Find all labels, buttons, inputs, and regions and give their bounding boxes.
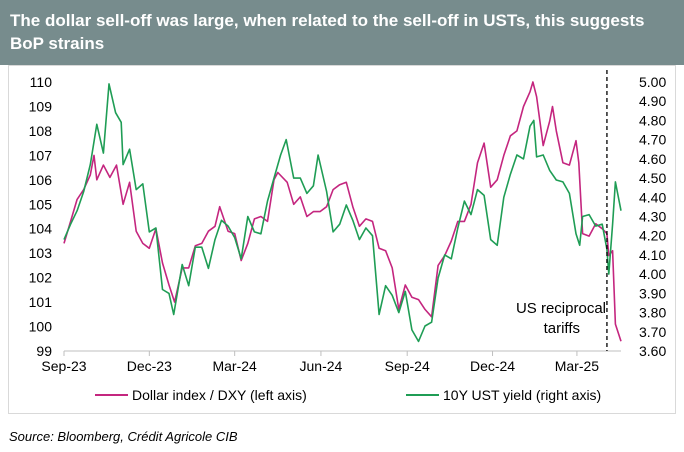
right-tick-label: 4.50: [639, 170, 666, 186]
source-note: Source: Bloomberg, Crédit Agricole CIB: [9, 429, 238, 444]
left-tick-label: 109: [29, 98, 53, 114]
x-tick-label: Mar-25: [555, 358, 600, 374]
left-tick-label: 106: [29, 172, 53, 188]
right-tick-label: 4.30: [639, 209, 666, 225]
x-axis: Sep-23 Dec-23 Mar-24 Jun-24 Sep-24 Dec-24 Mar-…: [41, 351, 599, 374]
legend-dxy-label: Dollar index / DXY (left axis): [132, 387, 307, 403]
right-tick-label: 3.80: [639, 305, 666, 321]
chart-title: The dollar sell-off was large, when rela…: [0, 0, 684, 65]
left-tick-label: 103: [29, 245, 53, 261]
annotation-line-1: US reciprocal: [516, 300, 606, 317]
x-tick-label: Jun-24: [300, 358, 343, 374]
right-axis: 3.60 3.70 3.80 3.90 4.00 4.10 4.20 4.30 4.40 4.50…: [639, 74, 666, 359]
series-layer: [63, 81, 622, 343]
right-tick-label: 3.70: [639, 324, 666, 340]
left-tick-label: 100: [29, 319, 53, 335]
right-tick-label: 4.20: [639, 228, 666, 244]
right-tick-label: 3.90: [639, 285, 666, 301]
right-tick-label: 5.00: [639, 74, 666, 90]
left-tick-label: 104: [29, 221, 53, 237]
left-tick-label: 105: [29, 196, 53, 212]
right-tick-label: 3.60: [639, 343, 666, 359]
ust-yield-series-line: [63, 83, 622, 343]
left-tick-label: 107: [29, 147, 53, 163]
left-tick-label: 110: [30, 74, 53, 90]
right-tick-label: 4.80: [639, 112, 666, 128]
dual-axis-line-chart: 99 100 101 102 103 104 105 106 107 108 109 110 3.60…: [29, 70, 666, 403]
right-tick-label: 4.70: [639, 132, 666, 148]
chart-container: 99 100 101 102 103 104 105 106 107 108 109 110 3.60…: [8, 65, 676, 414]
right-tick-label: 4.60: [639, 151, 666, 167]
chart-legend: Dollar index / DXY (left axis) 10Y UST yi…: [95, 387, 601, 403]
left-tick-label: 108: [29, 123, 53, 139]
x-tick-label: Mar-24: [212, 358, 257, 374]
x-tick-label: Sep-23: [41, 358, 86, 374]
right-tick-label: 4.40: [639, 189, 666, 205]
left-tick-label: 99: [36, 343, 52, 359]
x-tick-label: Dec-24: [470, 358, 515, 374]
left-axis: 99 100 101 102 103 104 105 106 107 108 109 110: [29, 74, 53, 359]
x-tick-label: Dec-23: [127, 358, 172, 374]
right-tick-label: 4.90: [639, 93, 666, 109]
left-tick-label: 102: [29, 270, 53, 286]
legend-ust-label: 10Y UST yield (right axis): [443, 387, 601, 403]
right-tick-label: 4.00: [639, 266, 666, 282]
annotation-line-2: tariffs: [544, 320, 580, 337]
x-tick-label: Sep-24: [385, 358, 430, 374]
right-tick-label: 4.10: [639, 247, 666, 263]
left-tick-label: 101: [29, 294, 53, 310]
